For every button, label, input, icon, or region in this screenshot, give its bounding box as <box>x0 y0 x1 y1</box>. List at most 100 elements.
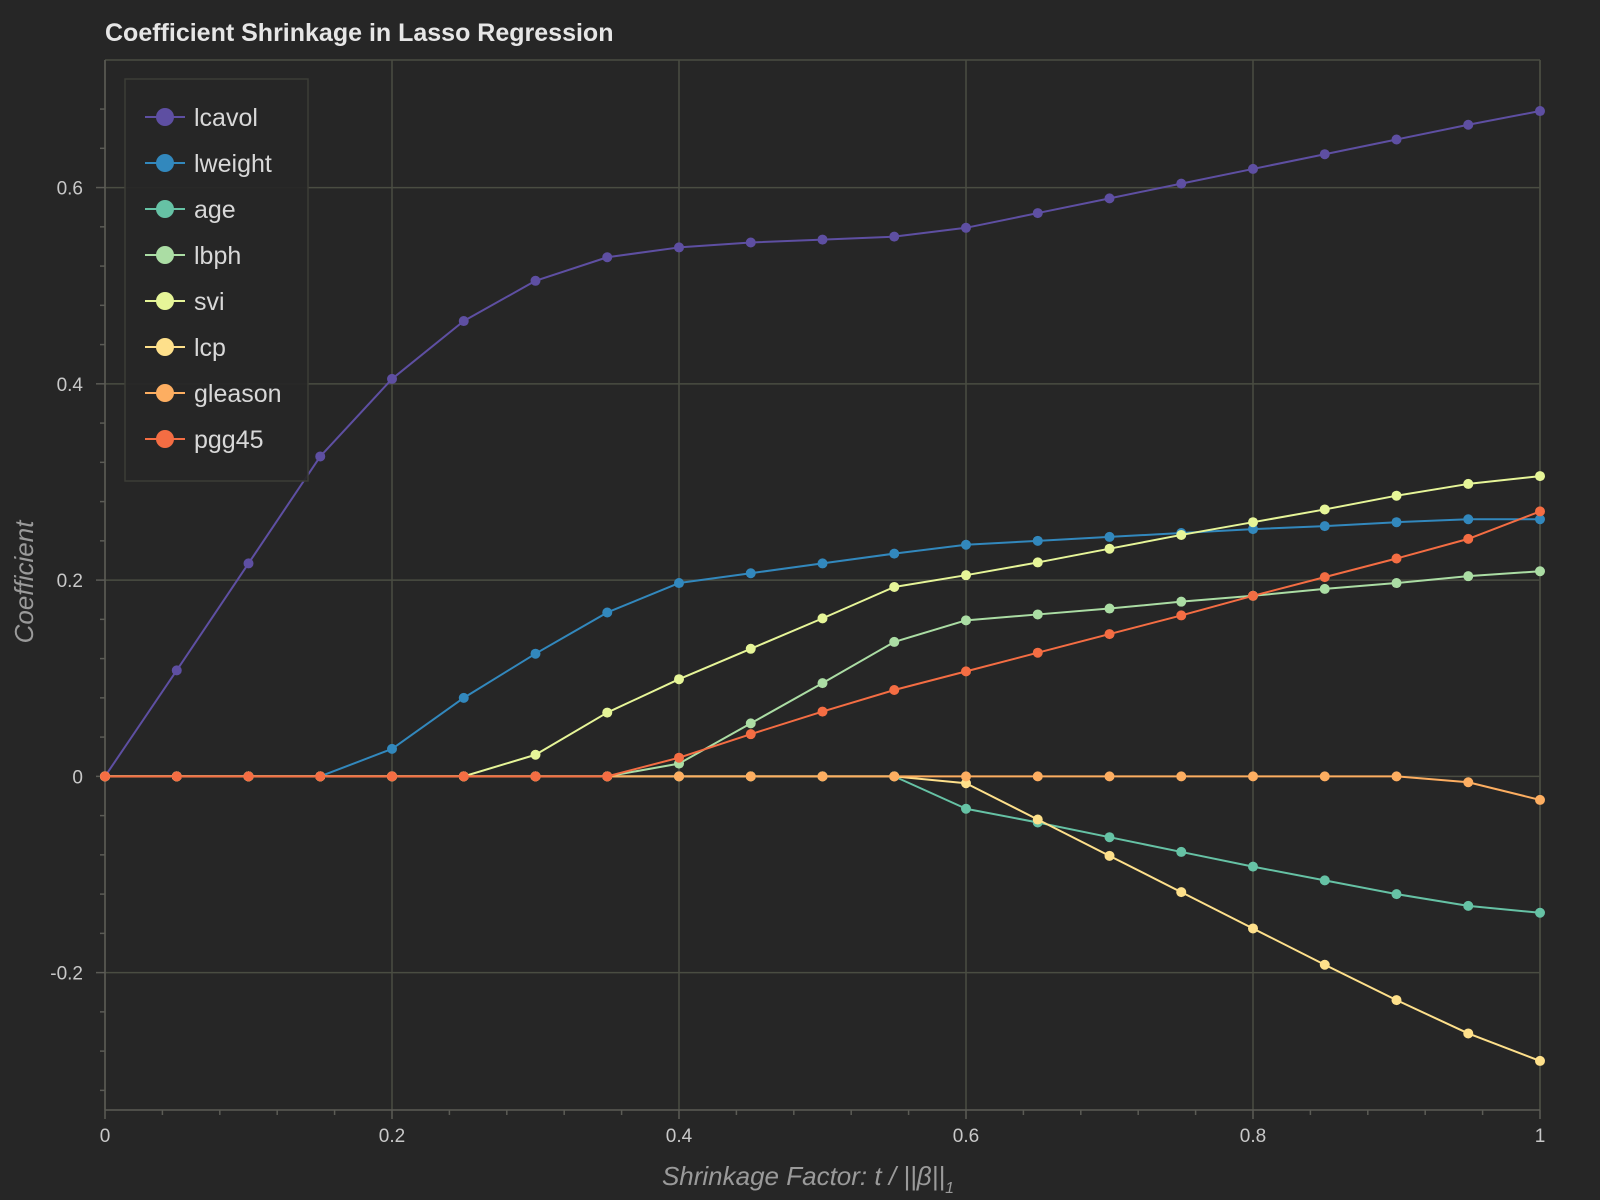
data-point-pgg45 <box>171 771 182 782</box>
data-point-pgg45 <box>315 771 326 782</box>
legend-label: svi <box>194 288 225 316</box>
data-point-age <box>1463 900 1474 911</box>
axes <box>96 59 1541 1119</box>
data-point-svi <box>1463 478 1474 489</box>
data-point-pgg45 <box>1319 572 1330 583</box>
legend-label: lweight <box>194 150 272 178</box>
data-point-gleason <box>1032 771 1043 782</box>
data-point-svi <box>961 570 971 581</box>
data-point-lbph <box>1176 596 1187 607</box>
x-tick-label: 0.6 <box>953 1126 979 1147</box>
y-tick-label: -0.2 <box>50 964 83 985</box>
data-point-gleason <box>674 771 684 782</box>
data-point-pgg45 <box>1535 506 1545 517</box>
legend-marker <box>156 430 174 448</box>
legend-item-lcp: lcp <box>145 334 226 362</box>
data-point-age <box>961 803 971 814</box>
data-point-gleason <box>961 771 971 782</box>
data-point-gleason <box>1535 794 1545 805</box>
data-point-lcavol <box>387 373 397 384</box>
data-point-lcavol <box>315 451 326 462</box>
series-lcavol <box>100 106 1545 782</box>
data-point-gleason <box>817 771 828 782</box>
data-point-lweight <box>1032 535 1043 546</box>
data-point-lweight <box>458 692 469 703</box>
data-point-lcavol <box>1463 119 1474 130</box>
x-tick-label: 0.2 <box>379 1126 405 1147</box>
data-point-lcp <box>1463 1028 1474 1039</box>
legend-label: lcavol <box>194 104 258 132</box>
legend-marker <box>156 384 174 402</box>
series-pgg45 <box>100 506 1545 782</box>
data-point-pgg45 <box>1248 590 1258 601</box>
legend-item-gleason: gleason <box>145 380 282 408</box>
x-tick-label: 0.4 <box>666 1126 693 1147</box>
series-lines <box>100 106 1545 1066</box>
legend-item-lbph: lbph <box>145 242 241 270</box>
data-point-pgg45 <box>1104 629 1115 640</box>
data-point-gleason <box>1104 771 1115 782</box>
data-point-lcp <box>1319 959 1330 970</box>
data-point-lweight <box>745 568 756 579</box>
data-point-pgg45 <box>889 685 900 695</box>
data-point-age <box>1535 907 1545 918</box>
data-point-lweight <box>1248 524 1258 535</box>
data-point-lcavol <box>1176 178 1187 189</box>
x-tick-label: 0.8 <box>1240 1126 1266 1147</box>
y-tick-label: 0.2 <box>57 571 83 592</box>
data-point-svi <box>1535 471 1545 482</box>
data-point-gleason <box>1463 777 1474 788</box>
data-point-age <box>1176 846 1187 857</box>
x-tick-label: 0 <box>100 1126 111 1147</box>
data-point-pgg45 <box>1391 553 1402 564</box>
x-tick-label: 1 <box>1535 1126 1546 1147</box>
data-point-lweight <box>1391 517 1402 528</box>
data-point-lweight <box>674 578 684 589</box>
data-point-pgg45 <box>674 752 684 763</box>
data-point-lbph <box>745 718 756 729</box>
legend-marker <box>156 246 174 264</box>
data-point-lbph <box>889 636 900 647</box>
legend-label: gleason <box>194 380 282 408</box>
data-point-pgg45 <box>100 771 110 782</box>
data-point-gleason <box>1319 771 1330 782</box>
data-point-lweight <box>961 539 971 550</box>
data-point-lbph <box>1104 603 1115 614</box>
data-point-svi <box>530 749 541 760</box>
data-point-lweight <box>889 548 900 559</box>
data-point-svi <box>1391 490 1402 501</box>
data-point-lcavol <box>889 231 900 242</box>
data-point-gleason <box>1176 771 1187 782</box>
data-point-pgg45 <box>602 771 613 782</box>
data-point-lbph <box>1391 578 1402 589</box>
data-point-gleason <box>1248 771 1258 782</box>
x-axis-label-subscript: 1 <box>945 1180 954 1197</box>
data-point-lcavol <box>961 222 971 233</box>
data-point-svi <box>1319 504 1330 515</box>
data-point-pgg45 <box>530 771 541 782</box>
data-point-lcavol <box>674 242 684 253</box>
data-point-svi <box>745 643 756 654</box>
data-point-pgg45 <box>243 771 254 782</box>
data-point-svi <box>889 581 900 592</box>
data-point-age <box>1391 889 1402 900</box>
data-point-lcp <box>1176 887 1187 898</box>
data-point-lcavol <box>1104 193 1115 204</box>
data-point-gleason <box>889 771 900 782</box>
data-point-lcp <box>1032 814 1043 825</box>
y-tick-label: 0 <box>72 767 83 788</box>
data-point-lcavol <box>1319 149 1330 160</box>
legend-label: pgg45 <box>194 426 264 454</box>
data-point-age <box>1248 861 1258 872</box>
legend-marker <box>156 338 174 356</box>
data-point-pgg45 <box>961 666 971 677</box>
data-point-lcp <box>1535 1055 1545 1066</box>
data-point-lcavol <box>458 316 469 327</box>
legend-item-lweight: lweight <box>145 150 272 178</box>
data-point-pgg45 <box>1176 610 1187 621</box>
data-point-lweight <box>530 648 541 659</box>
data-point-lcavol <box>530 275 541 286</box>
data-point-lbph <box>1535 566 1545 577</box>
y-tick-labels: -0.2 0 0.2 0.4 0.6 <box>50 179 83 985</box>
